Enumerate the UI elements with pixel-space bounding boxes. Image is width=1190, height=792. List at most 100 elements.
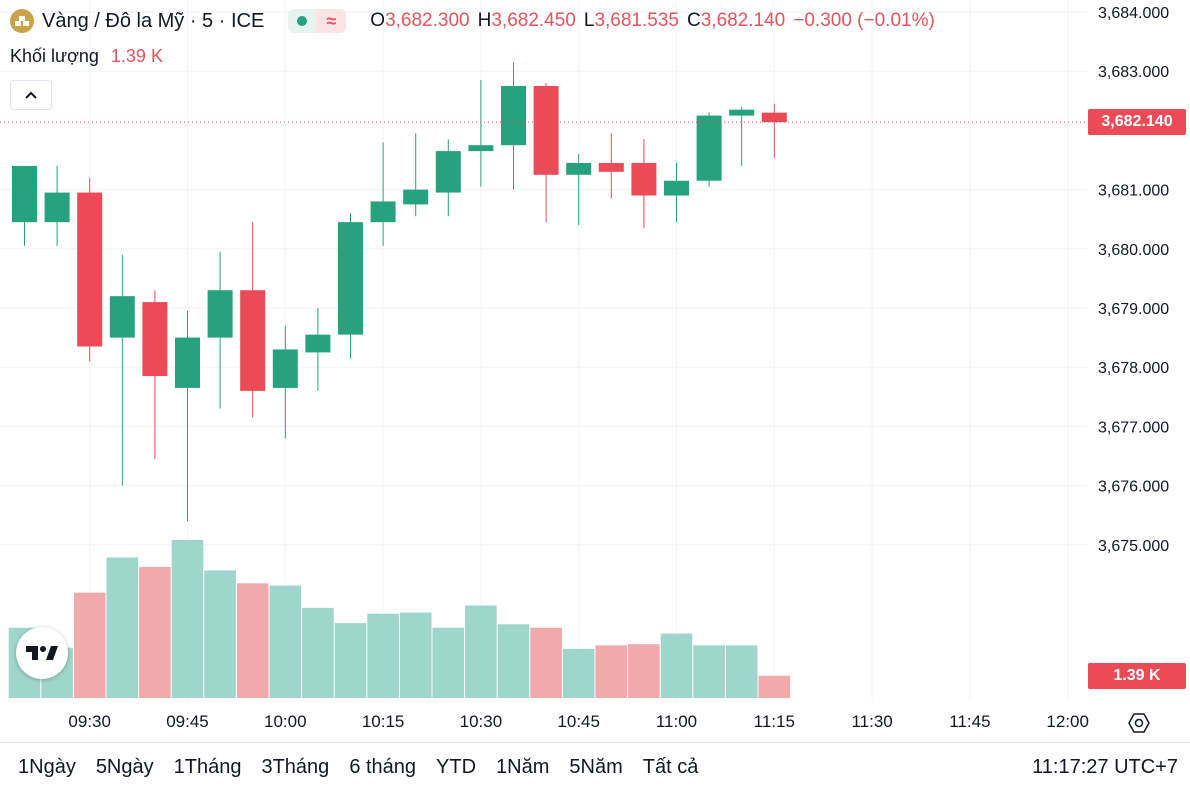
volume-bar <box>693 645 725 698</box>
range-button[interactable]: 1Năm <box>496 756 550 778</box>
volume-legend[interactable]: Khối lượng 1.39 K <box>10 46 163 67</box>
time-tick-label: 09:30 <box>68 712 111 731</box>
candle-body <box>12 165 37 223</box>
open-value: 3,682.300 <box>385 10 470 31</box>
range-button[interactable]: 1Ngày <box>18 756 76 778</box>
clock[interactable]: 11:17:27 UTC+7 <box>1032 756 1178 778</box>
price-tick-label: 3,680.000 <box>1098 242 1169 259</box>
range-selector: 1Ngày 5Ngày 1Tháng 3Tháng 6 tháng YTD 1Năm 5Năm… <box>8 756 708 779</box>
bottom-toolbar: 1Ngày 5Ngày 1Tháng 3Tháng 6 tháng YTD 1Năm 5Năm… <box>0 742 1190 792</box>
price-tick-label: 3,679.000 <box>1098 301 1169 318</box>
volume-bar <box>236 583 269 698</box>
volume-bars <box>8 540 791 698</box>
volume-bar <box>432 627 465 698</box>
volume-bar <box>139 566 171 698</box>
low-label: L <box>583 10 595 31</box>
high-value: 3,682.450 <box>491 10 576 31</box>
candle-body <box>533 86 559 175</box>
candle-body <box>435 151 461 193</box>
volume-bar <box>530 627 562 698</box>
close-label: C <box>686 10 701 31</box>
time-tick-label: 11:30 <box>851 712 892 731</box>
time-tick-label: 10:15 <box>362 712 405 731</box>
price-tick-label: 3,681.000 <box>1098 183 1169 200</box>
range-button[interactable]: 5Ngày <box>95 756 154 778</box>
delayed-data-icon: ≈ <box>316 9 347 33</box>
open-label: O <box>370 10 386 31</box>
volume-bar <box>269 585 302 698</box>
tradingview-logo[interactable] <box>16 627 68 679</box>
volume-bar <box>302 607 334 698</box>
time-tick-label: 12:00 <box>1046 712 1089 731</box>
chart-header: Vàng / Đô la Mỹ · 5 · ICE ≈ O 3,682.300 H… <box>10 6 935 36</box>
candle-body <box>761 112 787 123</box>
volume-bar <box>562 648 595 698</box>
candle-body <box>44 192 70 223</box>
candle-body <box>240 290 266 391</box>
price-axis: 3,684.000 3,683.000 3,681.000 3,680.000 3,67… <box>1098 5 1169 555</box>
candle-body <box>403 189 429 205</box>
volume-bar <box>725 645 758 698</box>
range-button[interactable]: 3Tháng <box>261 756 330 778</box>
range-button[interactable]: 6 tháng <box>349 756 417 778</box>
time-axis: 09:30 09:45 10:00 10:15 10:30 10:45 11:00 11:15… <box>68 712 1089 731</box>
candle-body <box>272 349 298 388</box>
volume-bar <box>595 645 628 698</box>
candle-body <box>664 180 689 196</box>
candles <box>12 62 787 522</box>
time-tick-label: 11:15 <box>754 712 795 731</box>
last-price-badge: 3,682.140 <box>1088 109 1186 136</box>
candle-body <box>566 162 592 175</box>
range-button[interactable]: 1Tháng <box>173 756 242 778</box>
market-open-dot-icon <box>288 9 317 33</box>
chevron-up-icon <box>25 91 37 99</box>
candle-body <box>501 86 526 146</box>
candle-body <box>77 192 103 347</box>
ohlc-values: O 3,682.300 H 3,682.450 L 3,681.535 C 3,682.… <box>370 10 935 32</box>
collapse-legend-button[interactable] <box>10 80 52 110</box>
volume-label: Khối lượng <box>10 46 99 66</box>
volume-bar <box>758 675 791 698</box>
candle-body <box>305 334 331 353</box>
price-tick-label: 3,684.000 <box>1098 5 1169 22</box>
gold-bars-icon <box>10 9 34 33</box>
volume-value: 1.39 K <box>110 46 163 66</box>
close-value: 3,682.140 <box>700 10 786 31</box>
candle-body <box>207 290 233 338</box>
range-button[interactable]: 5Năm <box>569 756 623 778</box>
time-tick-label: 10:00 <box>264 712 307 731</box>
candle-body <box>338 222 363 335</box>
time-tick-label: 10:30 <box>460 712 503 731</box>
chart-settings-icon[interactable] <box>1126 710 1152 736</box>
volume-bar <box>628 644 660 698</box>
price-tick-label: 3,677.000 <box>1098 419 1169 436</box>
time-tick-label: 09:45 <box>166 712 209 731</box>
range-button[interactable]: YTD <box>436 756 477 778</box>
volume-bar <box>334 623 367 698</box>
range-button[interactable]: Tất cả <box>642 756 699 778</box>
price-change: −0.300 (−0.01%) <box>793 10 935 31</box>
candle-body <box>729 109 755 116</box>
time-tick-label: 11:45 <box>949 712 990 731</box>
price-tick-label: 3,683.000 <box>1098 64 1169 81</box>
volume-bar <box>497 624 530 698</box>
low-value: 3,681.535 <box>594 10 679 31</box>
candle-body <box>468 145 494 152</box>
volume-bar <box>465 605 497 698</box>
chart-canvas[interactable]: 3,684.000 3,683.000 3,681.000 3,680.000 3,67… <box>0 0 1190 742</box>
volume-bar <box>106 557 139 698</box>
candle-body <box>142 302 168 377</box>
volume-bar <box>204 570 236 698</box>
volume-bar <box>660 633 693 698</box>
symbol-title[interactable]: Vàng / Đô la Mỹ · 5 · ICE <box>42 9 265 32</box>
market-status[interactable]: ≈ <box>288 9 347 33</box>
last-volume-badge: 1.39 K <box>1088 662 1186 689</box>
price-tick-label: 3,675.000 <box>1098 538 1169 555</box>
candle-body <box>109 296 135 338</box>
volume-bar <box>399 612 432 698</box>
time-tick-label: 10:45 <box>557 712 600 731</box>
candle-body <box>598 162 624 172</box>
time-tick-label: 11:00 <box>656 712 697 731</box>
price-tick-label: 3,676.000 <box>1098 479 1169 496</box>
volume-bar <box>367 613 399 698</box>
